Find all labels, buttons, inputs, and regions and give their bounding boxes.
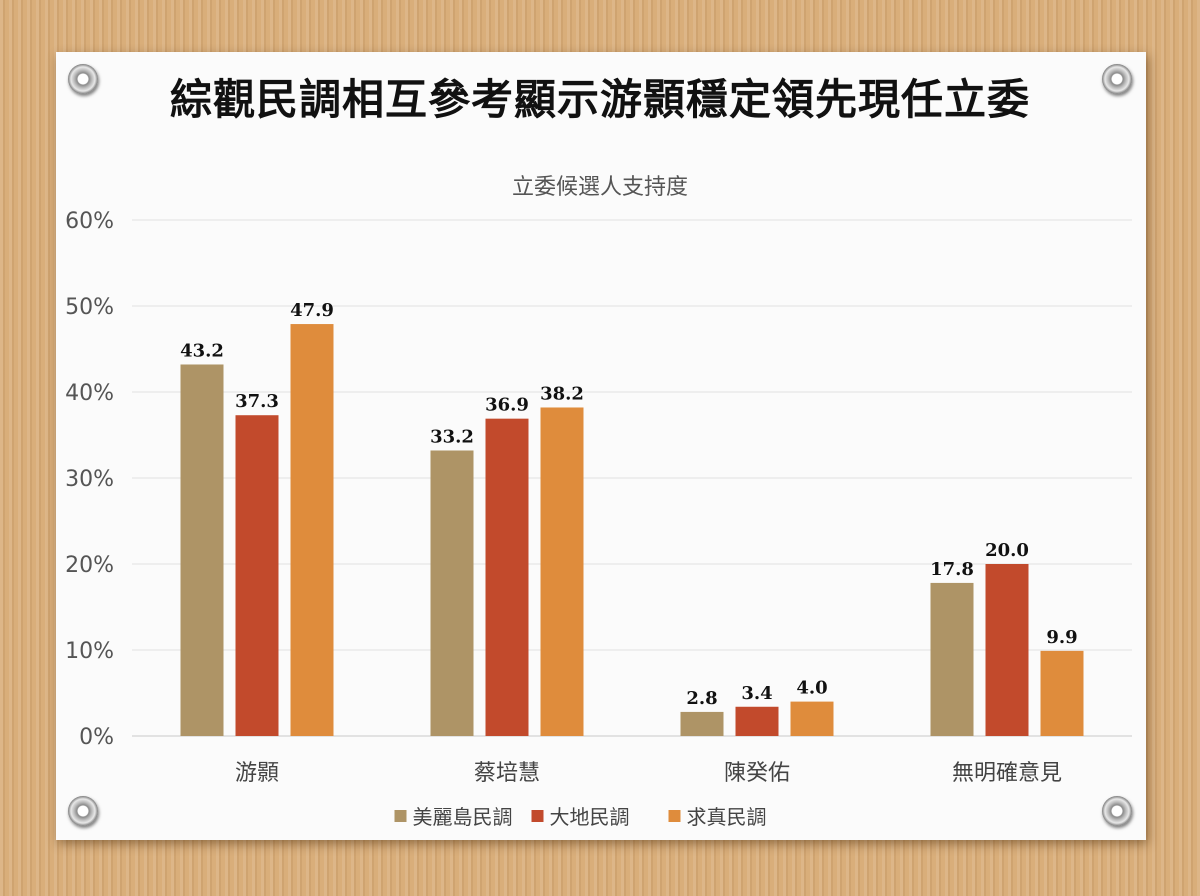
screw-top-left-icon: [68, 64, 98, 94]
legend-swatch: [668, 810, 681, 822]
legend-label: 美麗島民調: [413, 805, 513, 829]
data-label: 20.0: [985, 540, 1029, 561]
data-label: 36.9: [485, 395, 529, 416]
data-label: 17.8: [930, 559, 974, 580]
data-label: 4.0: [796, 678, 827, 699]
legend-label: 大地民調: [550, 805, 630, 829]
screw-top-right-icon: [1102, 64, 1132, 94]
bar: [985, 564, 1029, 736]
bar: [790, 701, 834, 736]
headline: 綜觀民調相互參考顯示游顥穩定領先現任立委: [169, 75, 1030, 124]
bar: [180, 364, 224, 736]
y-tick-label: 60%: [65, 209, 114, 234]
screw-bottom-right-icon: [1102, 796, 1132, 826]
screw-bottom-left-icon: [68, 796, 98, 826]
data-label: 3.4: [741, 683, 772, 704]
bar: [290, 324, 334, 736]
y-tick-label: 50%: [65, 295, 114, 320]
legend-swatch: [531, 810, 544, 822]
x-category-label: 陳癸佑: [724, 761, 790, 786]
data-label: 43.2: [180, 340, 224, 361]
y-tick-label: 0%: [79, 725, 114, 750]
data-label: 9.9: [1046, 627, 1077, 648]
data-label: 37.3: [235, 391, 279, 412]
bar: [1040, 650, 1084, 736]
bar: [930, 582, 974, 736]
x-category-label: 無明確意見: [952, 761, 1062, 786]
bar: [540, 407, 584, 736]
data-label: 47.9: [290, 300, 334, 321]
y-tick-label: 40%: [65, 381, 114, 406]
data-label: 2.8: [686, 688, 717, 709]
bar: [680, 711, 724, 736]
x-category-label: 游顥: [235, 761, 279, 786]
bar: [485, 418, 529, 736]
y-tick-label: 30%: [65, 467, 114, 492]
y-tick-label: 10%: [65, 639, 114, 664]
bar: [430, 450, 474, 736]
x-category-label: 蔡培慧: [474, 761, 540, 786]
bar: [735, 706, 779, 736]
chart-title: 立委候選人支持度: [512, 175, 688, 200]
bar: [235, 415, 279, 736]
y-tick-label: 20%: [65, 553, 114, 578]
data-label: 33.2: [430, 426, 474, 447]
legend-label: 求真民調: [687, 805, 767, 829]
legend-swatch: [394, 810, 407, 822]
data-label: 38.2: [540, 383, 584, 404]
